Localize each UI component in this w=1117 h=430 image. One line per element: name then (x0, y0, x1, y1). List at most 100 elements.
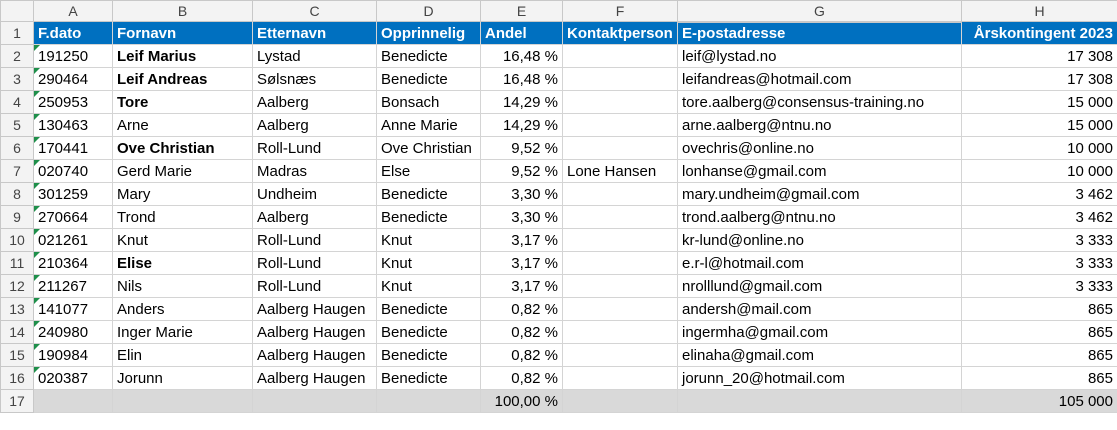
cell[interactable]: Roll-Lund (252, 251, 377, 275)
row-number[interactable]: 14 (0, 320, 34, 344)
total-cell[interactable] (112, 389, 253, 413)
row-number[interactable]: 1 (0, 21, 34, 45)
header-cell[interactable]: E-postadresse (677, 21, 962, 45)
cell[interactable]: tore.aalberg@consensus-training.no (677, 90, 962, 114)
cell[interactable]: 10 000 (961, 159, 1117, 183)
cell[interactable]: 020740 (33, 159, 113, 183)
cell[interactable]: Madras (252, 159, 377, 183)
cell[interactable]: 3 462 (961, 182, 1117, 206)
cell[interactable]: Aalberg (252, 113, 377, 137)
cell[interactable] (562, 228, 678, 252)
cell[interactable]: 190984 (33, 343, 113, 367)
cell[interactable]: 3,17 % (480, 274, 563, 298)
cell[interactable] (562, 366, 678, 390)
cell[interactable]: 3 333 (961, 228, 1117, 252)
cell[interactable]: Bonsach (376, 90, 481, 114)
row-number[interactable]: 2 (0, 44, 34, 68)
cell[interactable] (562, 274, 678, 298)
cell[interactable]: Benedicte (376, 44, 481, 68)
cell[interactable]: 3,30 % (480, 182, 563, 206)
row-number[interactable]: 13 (0, 297, 34, 321)
cell[interactable]: 3 333 (961, 274, 1117, 298)
cell[interactable]: Gerd Marie (112, 159, 253, 183)
header-cell[interactable]: Opprinnelig (376, 21, 481, 45)
cell[interactable]: 250953 (33, 90, 113, 114)
cell[interactable]: Benedicte (376, 182, 481, 206)
cell[interactable]: Nils (112, 274, 253, 298)
cell[interactable]: Elin (112, 343, 253, 367)
cell[interactable]: 0,82 % (480, 320, 563, 344)
row-number[interactable]: 3 (0, 67, 34, 91)
cell[interactable]: 15 000 (961, 90, 1117, 114)
cell[interactable]: 3 333 (961, 251, 1117, 275)
cell[interactable]: leif@lystad.no (677, 44, 962, 68)
cell[interactable]: lonhanse@gmail.com (677, 159, 962, 183)
header-cell[interactable]: Fornavn (112, 21, 253, 45)
row-number[interactable]: 15 (0, 343, 34, 367)
cell[interactable]: Knut (112, 228, 253, 252)
cell[interactable]: Anders (112, 297, 253, 321)
cell[interactable]: 211267 (33, 274, 113, 298)
total-cell[interactable]: 105 000 (961, 389, 1117, 413)
select-all-corner[interactable] (0, 0, 34, 22)
cell[interactable]: Lone Hansen (562, 159, 678, 183)
column-letter[interactable]: C (252, 0, 377, 22)
cell[interactable] (562, 136, 678, 160)
row-number[interactable]: 6 (0, 136, 34, 160)
cell[interactable]: Roll-Lund (252, 228, 377, 252)
column-letter[interactable]: B (112, 0, 253, 22)
header-cell[interactable]: Kontaktperson (562, 21, 678, 45)
cell[interactable]: 14,29 % (480, 113, 563, 137)
cell[interactable] (562, 182, 678, 206)
cell[interactable]: 865 (961, 297, 1117, 321)
cell[interactable]: 9,52 % (480, 136, 563, 160)
cell[interactable]: 865 (961, 366, 1117, 390)
cell[interactable]: Knut (376, 274, 481, 298)
cell[interactable]: trond.aalberg@ntnu.no (677, 205, 962, 229)
cell[interactable]: Sølsnæs (252, 67, 377, 91)
cell[interactable] (562, 320, 678, 344)
row-number[interactable]: 16 (0, 366, 34, 390)
cell[interactable]: Knut (376, 228, 481, 252)
cell[interactable]: Jorunn (112, 366, 253, 390)
cell[interactable]: 3 462 (961, 205, 1117, 229)
cell[interactable]: Benedicte (376, 343, 481, 367)
cell[interactable]: 240980 (33, 320, 113, 344)
row-number[interactable]: 10 (0, 228, 34, 252)
row-number[interactable]: 11 (0, 251, 34, 275)
cell[interactable]: 0,82 % (480, 343, 563, 367)
cell[interactable]: Anne Marie (376, 113, 481, 137)
cell[interactable]: Ove Christian (112, 136, 253, 160)
cell[interactable]: Mary (112, 182, 253, 206)
cell[interactable]: ovechris@online.no (677, 136, 962, 160)
cell[interactable]: Undheim (252, 182, 377, 206)
total-cell[interactable] (33, 389, 113, 413)
cell[interactable] (562, 205, 678, 229)
cell[interactable]: 865 (961, 320, 1117, 344)
cell[interactable]: 16,48 % (480, 44, 563, 68)
header-cell[interactable]: F.dato (33, 21, 113, 45)
cell[interactable]: Benedicte (376, 366, 481, 390)
cell[interactable]: Roll-Lund (252, 136, 377, 160)
cell[interactable] (562, 67, 678, 91)
row-number[interactable]: 12 (0, 274, 34, 298)
cell[interactable]: 14,29 % (480, 90, 563, 114)
column-letter[interactable]: F (562, 0, 678, 22)
cell[interactable]: arne.aalberg@ntnu.no (677, 113, 962, 137)
cell[interactable]: 3,17 % (480, 228, 563, 252)
column-letter[interactable]: E (480, 0, 563, 22)
cell[interactable]: Aalberg (252, 90, 377, 114)
cell[interactable] (562, 113, 678, 137)
column-letter[interactable]: G (677, 0, 962, 23)
cell[interactable]: Benedicte (376, 297, 481, 321)
cell[interactable] (562, 44, 678, 68)
cell[interactable]: 0,82 % (480, 297, 563, 321)
cell[interactable]: 290464 (33, 67, 113, 91)
cell[interactable]: Leif Andreas (112, 67, 253, 91)
header-cell[interactable]: Etternavn (252, 21, 377, 45)
cell[interactable]: 130463 (33, 113, 113, 137)
cell[interactable] (562, 297, 678, 321)
cell[interactable]: Inger Marie (112, 320, 253, 344)
cell[interactable] (562, 90, 678, 114)
cell[interactable]: 865 (961, 343, 1117, 367)
